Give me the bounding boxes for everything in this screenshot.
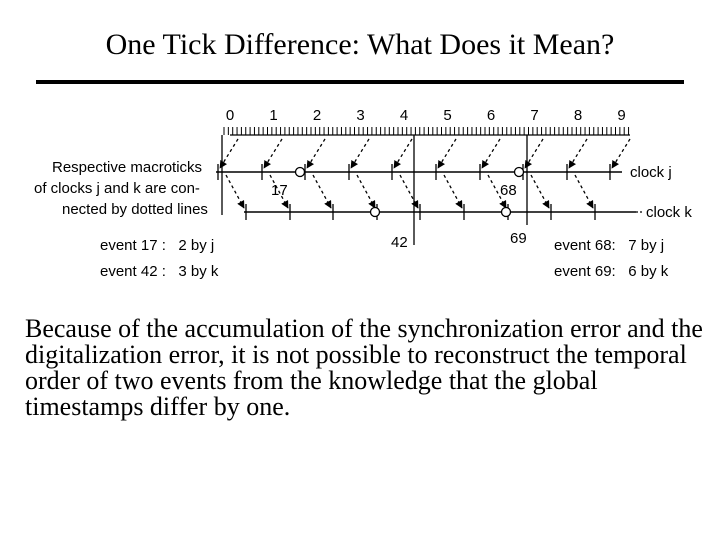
caption-line-1: Respective macroticks [52, 159, 202, 176]
caption-line-2: of clocks j and k are con- [34, 180, 200, 197]
global-tick-label-0: 0 [226, 107, 234, 124]
global-tick-label-5: 5 [443, 107, 451, 124]
connector-to-clock-k [443, 174, 463, 209]
event-68-marker [513, 166, 525, 178]
slide-body-text: Because of the accumulation of the synch… [25, 314, 703, 421]
global-tick-label-9: 9 [617, 107, 625, 124]
connector-to-clock-k [399, 174, 419, 209]
connector-to-clock-j [568, 138, 588, 169]
global-tick-label-6: 6 [487, 107, 495, 124]
connector-to-clock-k [487, 174, 507, 209]
global-tick-label-8: 8 [574, 107, 582, 124]
event-69-marker [500, 206, 512, 218]
event-42-label: 42 [391, 234, 408, 251]
clock-j-label: clock j [630, 164, 672, 181]
event-69-label: 69 [510, 230, 527, 247]
global-tick-label-3: 3 [356, 107, 364, 124]
event-42-description: event 42 : 3 by k [100, 263, 219, 280]
connector-to-clock-k [574, 174, 594, 209]
event-42-marker [369, 206, 381, 218]
global-tick-label-1: 1 [269, 107, 277, 124]
event-68-description: event 68: 7 by j [554, 237, 664, 254]
slide-title: One Tick Difference: What Does it Mean? [105, 28, 615, 61]
connector-to-clock-j [393, 138, 413, 169]
timing-diagram: 0 1 2 3 4 5 6 7 8 9 Respective macroticks of cloc… [34, 107, 692, 280]
connector-to-clock-k [269, 174, 289, 209]
global-tick-labels: 0 1 2 3 4 5 6 7 8 9 [226, 107, 626, 124]
event-17-description: event 17 : 2 by j [100, 237, 214, 254]
connector-to-clock-j [611, 138, 631, 169]
caption-line-3: nected by dotted lines [62, 201, 208, 218]
connector-to-clock-k [225, 174, 245, 209]
connector-to-clock-k [530, 174, 550, 209]
connector-to-clock-k [356, 174, 376, 209]
connector-to-clock-j [219, 138, 239, 169]
macrotick-connectors [219, 138, 631, 209]
connector-to-clock-j [481, 138, 501, 169]
event-69-description: event 69: 6 by k [554, 263, 669, 280]
event-68-label: 68 [500, 182, 517, 199]
connector-to-clock-j [306, 138, 326, 169]
connector-to-clock-j [437, 138, 457, 169]
event-17-label: 17 [271, 182, 288, 199]
connector-to-clock-j [263, 138, 283, 169]
connector-to-clock-k [312, 174, 332, 209]
global-tick-label-2: 2 [313, 107, 321, 124]
ruler-fine-ticks [223, 127, 630, 135]
title-underline [36, 80, 684, 84]
global-tick-label-7: 7 [530, 107, 538, 124]
event-17-marker [294, 166, 306, 178]
global-tick-label-4: 4 [400, 107, 408, 124]
connector-to-clock-j [524, 138, 544, 169]
connector-to-clock-j [350, 138, 370, 169]
clock-k-label: clock k [646, 204, 692, 221]
